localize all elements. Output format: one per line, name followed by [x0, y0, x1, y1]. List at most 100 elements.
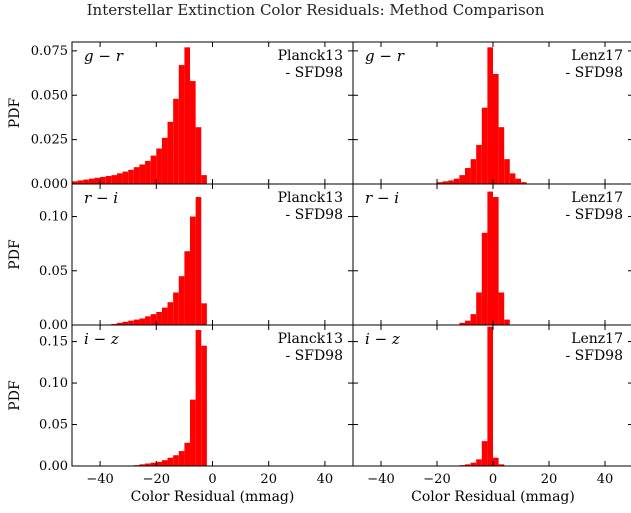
- histogram-bar: [156, 148, 162, 184]
- method-label: Lenz17: [571, 48, 623, 64]
- color-band-label: r − i: [84, 189, 118, 207]
- histogram-bar: [481, 107, 488, 184]
- histogram-bar: [448, 180, 454, 184]
- method-label: - SFD98: [565, 348, 623, 364]
- y-tick-label: 0.05: [39, 264, 68, 279]
- histogram-bar: [201, 175, 207, 185]
- method-label: Lenz17: [571, 190, 623, 206]
- histogram-bar: [150, 155, 157, 184]
- histogram-bar: [470, 159, 477, 184]
- color-band-label: r − i: [365, 189, 399, 207]
- x-tick-label: 40: [317, 472, 334, 487]
- histogram-bar: [77, 180, 84, 184]
- x-tick-label: −20: [423, 472, 450, 487]
- histogram-bar: [190, 216, 196, 325]
- histogram-bar: [195, 127, 202, 184]
- y-tick-label: 0.05: [39, 418, 68, 433]
- histogram-bar: [178, 276, 185, 325]
- histogram-bar: [493, 457, 499, 466]
- histogram-bar: [487, 191, 493, 325]
- method-label: Planck13: [278, 190, 343, 206]
- histogram-bar: [481, 232, 488, 325]
- histogram-bar: [161, 307, 168, 325]
- panel-g-r-planck13: 0.000 0.025 0.050 0.075 g − r Planck13- SFD98…: [7, 41, 354, 192]
- histogram-bar: [190, 399, 196, 466]
- histogram-bar: [195, 329, 202, 466]
- x-axis-label: Color Residual (mmag): [131, 489, 295, 505]
- y-tick-label: 0.00: [39, 318, 68, 333]
- method-label: - SFD98: [565, 207, 623, 223]
- method-label: Planck13: [278, 331, 343, 347]
- color-band-label: g − r: [365, 47, 405, 65]
- histogram-bar: [145, 316, 151, 325]
- y-tick-label: 0.10: [39, 210, 68, 225]
- histogram-bar: [465, 168, 471, 184]
- histogram-bar: [487, 326, 493, 466]
- panel-g-r-lenz17: g − r Lenz17- SFD98: [352, 41, 631, 185]
- histogram-bar: [173, 292, 179, 325]
- histogram-bar: [178, 451, 185, 466]
- x-tick-label: 0: [489, 472, 497, 487]
- x-tick-label: −40: [86, 472, 113, 487]
- histogram-bar: [470, 314, 477, 325]
- histogram-bar: [437, 182, 443, 184]
- histogram-bar: [476, 292, 482, 325]
- x-tick-label: 0: [208, 472, 216, 487]
- histogram-bar: [201, 345, 207, 466]
- histogram-bar: [498, 127, 505, 184]
- histogram-bar: [161, 137, 168, 184]
- histogram-bar: [504, 319, 510, 325]
- method-label: - SFD98: [285, 65, 343, 81]
- x-axis-label: Color Residual (mmag): [411, 489, 575, 505]
- histogram-bar: [190, 81, 196, 184]
- method-label: Planck13: [278, 48, 343, 64]
- histogram-bar: [72, 181, 78, 184]
- method-label: - SFD98: [565, 65, 623, 81]
- y-axis-label: PDF: [7, 98, 23, 129]
- histogram-bar: [133, 319, 140, 325]
- histogram-bar: [100, 176, 106, 184]
- histogram-bar: [201, 303, 207, 325]
- histogram-bar: [470, 462, 477, 466]
- panel-i-z-planck13: 0.00 0.05 0.10 0.15 −40 −20 0 20 40 i − z Planck13…: [7, 324, 354, 505]
- histogram-bar: [465, 464, 471, 466]
- histogram-bar: [128, 320, 134, 325]
- y-tick-label: 0.075: [31, 44, 68, 59]
- histogram-bar: [465, 320, 471, 325]
- histogram-bar: [498, 292, 505, 325]
- y-tick-label: 0.00: [39, 459, 68, 474]
- histogram-bar: [156, 461, 162, 466]
- color-band-label: i − z: [84, 330, 119, 348]
- histogram-bar: [515, 178, 521, 184]
- histogram-bar: [504, 159, 510, 184]
- y-axis-label: PDF: [7, 380, 23, 411]
- x-tick-label: 20: [260, 472, 277, 487]
- histogram-bar: [167, 302, 174, 325]
- histogram-bar: [481, 441, 488, 466]
- x-tick-label: 40: [597, 472, 614, 487]
- histogram-bar: [487, 47, 493, 184]
- histogram-bar: [156, 311, 162, 325]
- x-tick-label: 20: [541, 472, 558, 487]
- y-tick-label: 0.000: [31, 177, 68, 192]
- y-tick-label: 0.10: [39, 376, 68, 391]
- x-tick-label: −20: [143, 472, 170, 487]
- histogram-bar: [105, 176, 112, 184]
- panel-r-i-planck13: 0.00 0.05 0.10 r − i Planck13- SFD98 PDF: [7, 183, 354, 333]
- method-label: Lenz17: [571, 331, 623, 347]
- color-band-label: i − z: [365, 330, 400, 348]
- color-band-label: g − r: [84, 47, 124, 65]
- histogram-bar: [521, 182, 527, 184]
- histogram-bar: [88, 178, 95, 184]
- histogram-bar: [167, 121, 174, 185]
- y-tick-label: 0.15: [39, 335, 68, 350]
- histogram-bar: [173, 455, 179, 466]
- histogram-bar: [442, 181, 449, 184]
- histogram-bar: [150, 462, 157, 466]
- panel-r-i-lenz17: r − i Lenz17- SFD98: [352, 183, 631, 326]
- histogram-bar: [459, 322, 465, 325]
- figure-title: Interstellar Extinction Color Residuals:…: [86, 1, 545, 19]
- histogram-bar: [493, 197, 499, 325]
